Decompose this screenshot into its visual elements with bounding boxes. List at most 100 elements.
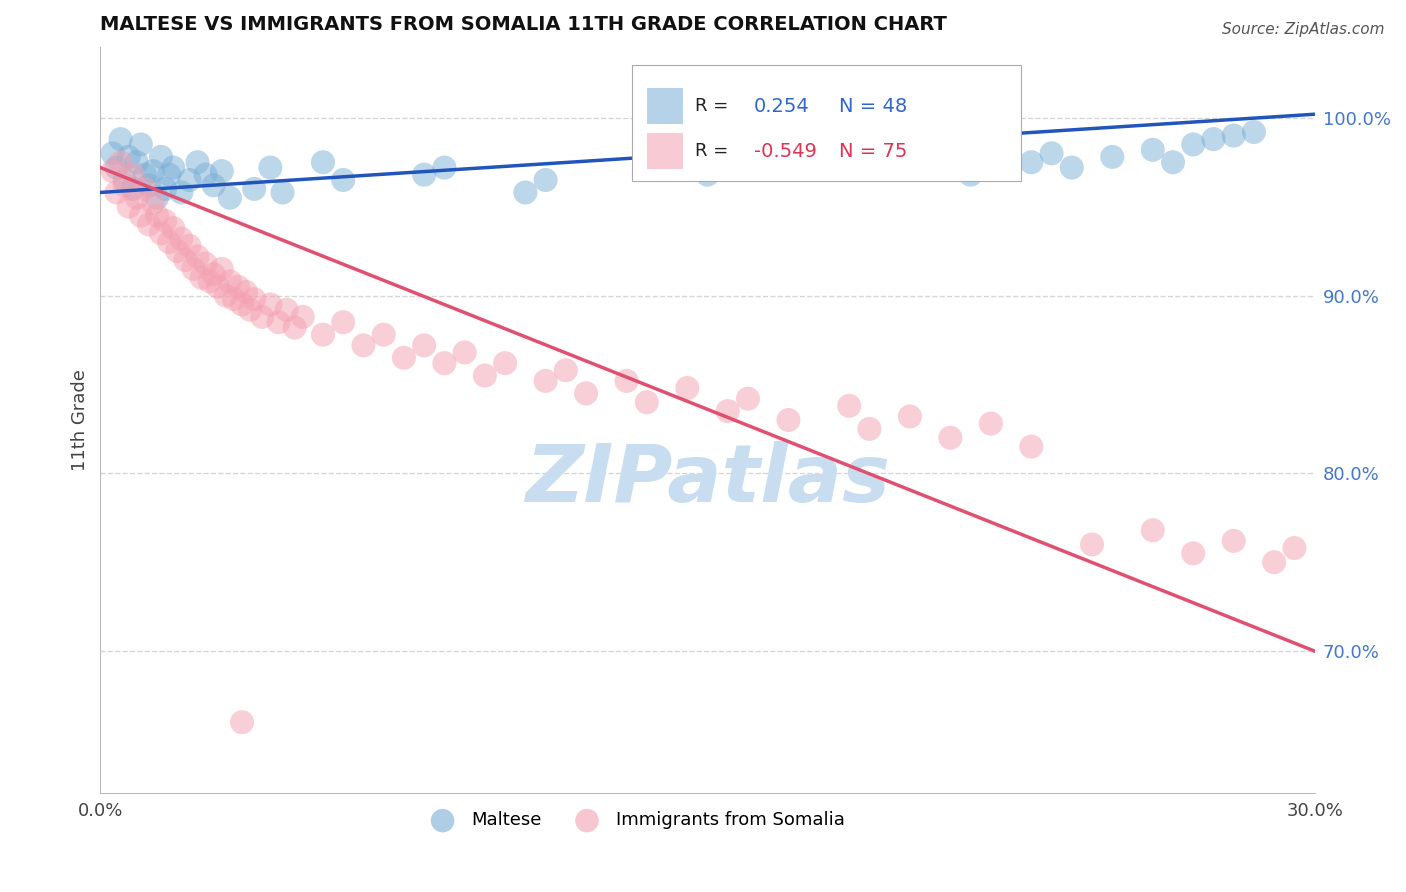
Point [101, 164, 124, 178]
Point [898, 409, 921, 424]
Point [1142, 143, 1164, 157]
Point [696, 168, 718, 182]
Point [162, 221, 184, 235]
Point [142, 196, 165, 211]
Point [239, 302, 262, 317]
Point [186, 249, 208, 263]
Point [218, 274, 240, 288]
Point [1161, 155, 1184, 169]
Point [243, 292, 266, 306]
Point [101, 146, 124, 161]
Text: 0.254: 0.254 [754, 97, 810, 116]
Point [157, 235, 180, 250]
Text: Source: ZipAtlas.com: Source: ZipAtlas.com [1222, 22, 1385, 37]
Text: ZIPatlas: ZIPatlas [524, 441, 890, 519]
Point [105, 186, 128, 200]
Point [121, 168, 143, 182]
Point [332, 173, 354, 187]
Point [190, 270, 212, 285]
Point [797, 161, 820, 175]
Point [433, 356, 456, 370]
Point [1263, 555, 1285, 569]
Point [118, 150, 141, 164]
Point [1222, 533, 1244, 548]
FancyBboxPatch shape [647, 133, 683, 169]
Point [939, 431, 962, 445]
Point [198, 274, 221, 288]
Point [153, 214, 176, 228]
Point [243, 182, 266, 196]
Point [616, 374, 638, 388]
Text: R =: R = [696, 142, 734, 161]
Point [118, 200, 141, 214]
Point [142, 164, 165, 178]
Point [1284, 541, 1306, 555]
Point [332, 315, 354, 329]
Point [194, 168, 217, 182]
Point [392, 351, 415, 365]
Point [312, 155, 335, 169]
Point [183, 261, 205, 276]
Point [959, 168, 981, 182]
Point [150, 150, 173, 164]
Point [534, 374, 557, 388]
Point [1081, 537, 1104, 551]
Point [259, 297, 281, 311]
Point [179, 239, 201, 253]
Point [157, 168, 180, 182]
Text: R =: R = [696, 97, 740, 115]
Point [267, 315, 290, 329]
Point [215, 288, 238, 302]
Point [676, 381, 699, 395]
Point [211, 164, 233, 178]
Point [207, 279, 229, 293]
Point [105, 161, 128, 175]
Point [202, 267, 225, 281]
Point [211, 261, 233, 276]
Point [259, 161, 281, 175]
Point [1101, 150, 1123, 164]
Point [838, 399, 860, 413]
Point [1222, 128, 1244, 143]
Point [114, 178, 136, 193]
Point [636, 395, 658, 409]
Point [276, 302, 298, 317]
Text: N = 75: N = 75 [838, 142, 907, 161]
Point [186, 155, 208, 169]
Point [284, 320, 307, 334]
Point [235, 285, 257, 299]
Text: -0.549: -0.549 [754, 142, 817, 161]
Point [146, 209, 169, 223]
Point [271, 186, 294, 200]
Point [453, 345, 475, 359]
Point [170, 186, 193, 200]
Text: MALTESE VS IMMIGRANTS FROM SOMALIA 11TH GRADE CORRELATION CHART: MALTESE VS IMMIGRANTS FROM SOMALIA 11TH … [100, 15, 948, 34]
Point [1182, 546, 1205, 560]
Point [252, 310, 274, 324]
Point [179, 173, 201, 187]
FancyBboxPatch shape [633, 65, 1021, 181]
Point [312, 327, 335, 342]
FancyBboxPatch shape [647, 88, 683, 124]
Point [218, 191, 240, 205]
Point [150, 227, 173, 241]
Point [134, 182, 156, 196]
Point [1202, 132, 1225, 146]
Point [226, 279, 249, 293]
Point [494, 356, 516, 370]
Point [129, 137, 152, 152]
Text: N = 48: N = 48 [838, 97, 907, 116]
Point [898, 146, 921, 161]
Point [170, 232, 193, 246]
Point [778, 413, 800, 427]
Point [575, 386, 598, 401]
Point [125, 155, 148, 169]
Point [474, 368, 496, 383]
Point [1040, 146, 1063, 161]
Point [291, 310, 314, 324]
Point [138, 218, 160, 232]
Point [231, 715, 253, 730]
Point [110, 155, 132, 169]
Point [110, 132, 132, 146]
Point [858, 422, 880, 436]
